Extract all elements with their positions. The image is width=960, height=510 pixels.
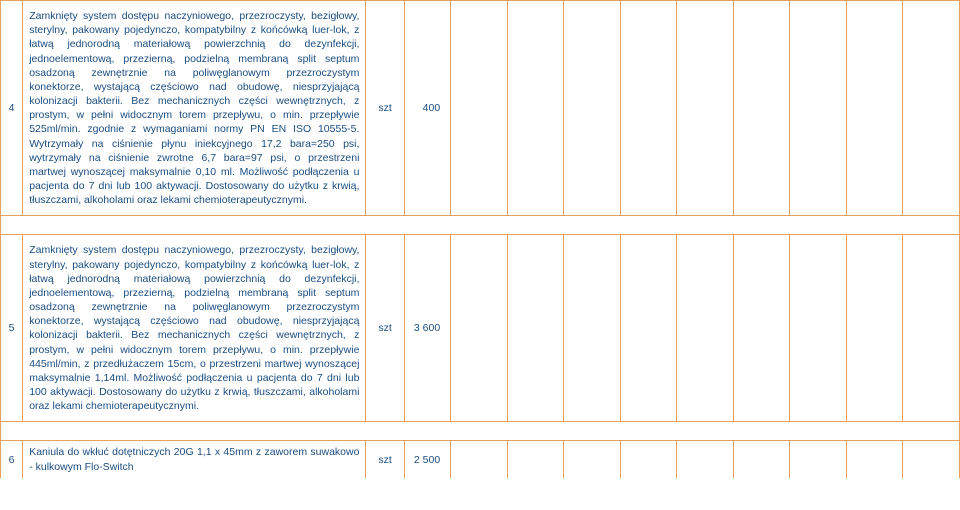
empty-cell bbox=[790, 441, 847, 478]
table-row: 5 Zamknięty system dostępu naczyniowego,… bbox=[1, 235, 960, 422]
empty-cell bbox=[620, 1, 677, 216]
empty-cell bbox=[733, 235, 790, 422]
empty-cell bbox=[507, 1, 564, 216]
empty-cell bbox=[903, 1, 960, 216]
empty-cell bbox=[451, 441, 508, 478]
empty-cell bbox=[451, 1, 508, 216]
empty-cell bbox=[620, 441, 677, 478]
empty-cell bbox=[507, 441, 564, 478]
empty-cell bbox=[564, 235, 621, 422]
table-row: 4 Zamknięty system dostępu naczyniowego,… bbox=[1, 1, 960, 216]
empty-cell bbox=[846, 235, 903, 422]
empty-cell bbox=[903, 235, 960, 422]
empty-cell bbox=[677, 235, 734, 422]
empty-cell bbox=[451, 235, 508, 422]
unit: szt bbox=[366, 1, 404, 216]
row-number: 4 bbox=[1, 1, 23, 216]
spacer-row bbox=[1, 422, 960, 441]
unit: szt bbox=[366, 235, 404, 422]
empty-cell bbox=[790, 235, 847, 422]
description: Zamknięty system dostępu naczyniowego, p… bbox=[23, 1, 366, 216]
quantity: 3 600 bbox=[404, 235, 450, 422]
spec-table: 4 Zamknięty system dostępu naczyniowego,… bbox=[0, 0, 960, 478]
empty-cell bbox=[846, 441, 903, 478]
unit: szt bbox=[366, 441, 404, 478]
empty-cell bbox=[677, 441, 734, 478]
row-number: 5 bbox=[1, 235, 23, 422]
empty-cell bbox=[677, 1, 734, 216]
empty-cell bbox=[733, 1, 790, 216]
row-number: 6 bbox=[1, 441, 23, 478]
empty-cell bbox=[620, 235, 677, 422]
empty-cell bbox=[846, 1, 903, 216]
empty-cell bbox=[507, 235, 564, 422]
empty-cell bbox=[790, 1, 847, 216]
empty-cell bbox=[564, 1, 621, 216]
empty-cell bbox=[903, 441, 960, 478]
table-row: 6 Kaniula do wkłuć dotętniczych 20G 1,1 … bbox=[1, 441, 960, 478]
description: Kaniula do wkłuć dotętniczych 20G 1,1 x … bbox=[23, 441, 366, 478]
description: Zamknięty system dostępu naczyniowego, p… bbox=[23, 235, 366, 422]
page: 4 Zamknięty system dostępu naczyniowego,… bbox=[0, 0, 960, 510]
spacer-row bbox=[1, 216, 960, 235]
quantity: 2 500 bbox=[404, 441, 450, 478]
quantity: 400 bbox=[404, 1, 450, 216]
empty-cell bbox=[564, 441, 621, 478]
empty-cell bbox=[733, 441, 790, 478]
